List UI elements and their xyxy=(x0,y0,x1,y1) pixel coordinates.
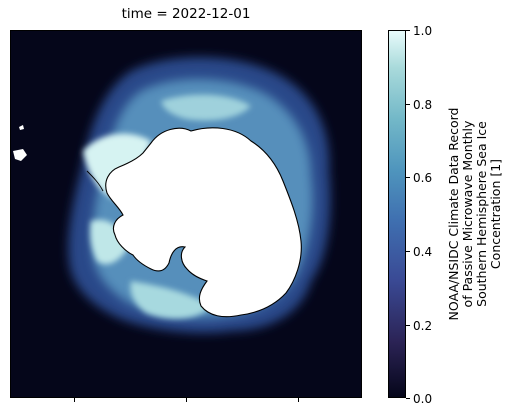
colorbar-tick xyxy=(406,398,410,399)
island-shape xyxy=(19,125,24,130)
colorbar-tick-label: 0.4 xyxy=(413,245,433,259)
plot-title: time = 2022-12-01 xyxy=(121,6,251,22)
colorbar-label-line: Southern Hemisphere Sea Ice xyxy=(474,121,489,307)
colorbar-tick xyxy=(406,325,410,326)
colorbar-tick xyxy=(406,251,410,252)
colorbar-label-line: NOAA/NSIDC Climate Data Record xyxy=(446,107,461,321)
colorbar-label-line: of Passive Microwave Monthly xyxy=(460,120,475,308)
map-canvas xyxy=(13,57,331,333)
sea-ice-map xyxy=(10,30,362,398)
colorbar-label-line: Concentration [1] xyxy=(488,158,503,270)
coast-detail xyxy=(86,170,104,192)
colorbar-tick-label: 0.6 xyxy=(413,171,433,185)
colorbar-tick-label: 0.0 xyxy=(413,392,433,406)
colorbar-tick xyxy=(406,177,410,178)
colorbar-tick xyxy=(406,104,410,105)
colorbar-label: NOAA/NSIDC Climate Data Record of Passiv… xyxy=(440,30,510,398)
colorbar-tick-label: 0.8 xyxy=(413,98,433,112)
colorbar xyxy=(388,30,406,398)
colorbar-tick xyxy=(406,30,410,31)
x-axis-tick xyxy=(186,398,187,402)
x-axis-tick xyxy=(74,398,75,402)
colorbar-tick-label: 0.2 xyxy=(413,319,433,333)
colorbar-tick-label: 1.0 xyxy=(413,24,433,38)
antarctica-landmass xyxy=(105,127,302,318)
x-axis-tick xyxy=(298,398,299,402)
island-shape xyxy=(13,149,27,161)
